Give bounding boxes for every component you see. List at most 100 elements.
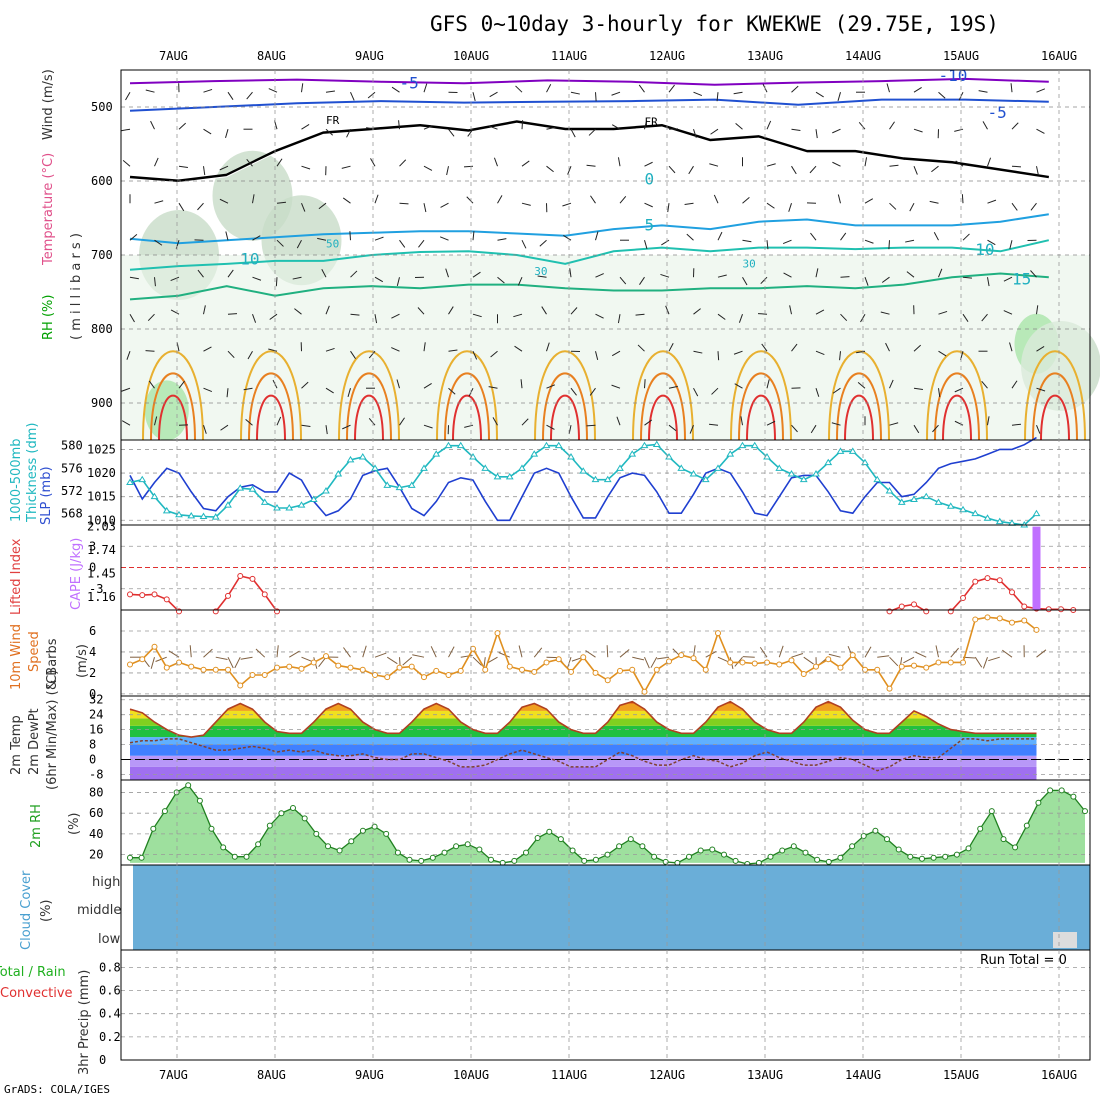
thickness-axis-label-2: Thickness (dm) (25, 423, 40, 523)
warm-contour (158, 394, 188, 441)
profile-wind-barb (276, 416, 282, 426)
rh2m-point (790, 843, 797, 850)
rh2m-point (872, 827, 879, 834)
profile-wind-barb (839, 351, 841, 361)
warm-contour (444, 372, 490, 441)
wind-barb (828, 653, 841, 658)
y-tick: 0 (89, 687, 96, 701)
wind-speed-line-point (898, 663, 905, 670)
profile-wind-barb (121, 387, 131, 392)
contour-label: 30 (534, 265, 547, 278)
profile-wind-barb (938, 350, 947, 357)
profile-wind-barb (497, 276, 505, 284)
thickness-line-point (469, 453, 477, 460)
rh2m-point (1023, 822, 1030, 829)
thickness-line-point (187, 511, 196, 519)
profile-wind-barb (668, 84, 675, 93)
profile-wind-barb (276, 158, 283, 167)
thickness-line-point (554, 441, 563, 449)
temperature-axis-label: Temperature (°C) (41, 153, 56, 266)
grads-credit: GrADS: COLA/IGES (4, 1083, 110, 1096)
y-tick: 1015 (87, 490, 116, 504)
profile-wind-barb (225, 231, 229, 241)
rh2m-point (988, 808, 995, 815)
profile-wind-barb (742, 197, 750, 204)
profile-wind-barb (521, 160, 530, 167)
profile-wind-barb (220, 424, 229, 431)
freezing-level (129, 120, 1050, 183)
temp2m-label-1: 2m Temp (9, 715, 24, 775)
rh2m-point (732, 857, 739, 864)
profile-wind-barb (347, 388, 351, 397)
profile-wind-barb (661, 239, 670, 246)
profile-wind-barb (492, 417, 498, 426)
wind10m-label-1: 10m Wind (9, 624, 24, 690)
rh2m-point (359, 827, 366, 834)
cloud-label-2: (%) (39, 900, 54, 923)
profile-wind-barb (546, 342, 550, 352)
wind-barb (742, 656, 755, 658)
wind-barb (903, 656, 915, 664)
temp-band (130, 755, 1037, 767)
profile-wind-barb (154, 239, 163, 246)
rh2m-point (1058, 787, 1065, 794)
rh2m-point (1047, 787, 1054, 794)
rh2m-point (814, 856, 821, 863)
wind-speed-line-point (445, 672, 452, 679)
axis-labels: RH (%) Temperature (°C) Wind (m/s) ( m i… (0, 69, 1067, 1075)
profile-wind-barb (423, 165, 433, 171)
top-date-label: 11AUG (551, 49, 587, 63)
profile-wind-barb (617, 314, 621, 324)
wind-speed-line-point (396, 664, 403, 671)
wind-barb (915, 651, 927, 658)
profile-wind-barb (301, 203, 306, 212)
profile-wind-barb (325, 305, 330, 315)
profile-wind-barb (366, 127, 376, 130)
thickness-line-point (995, 517, 1004, 525)
profile-wind-barb (740, 416, 743, 426)
thickness-line-point (836, 447, 845, 454)
profile-wind-barb (954, 420, 964, 426)
profile-wind-barb (791, 165, 797, 175)
profile-wind-barb (464, 424, 474, 428)
profile-wind-barb (472, 350, 478, 360)
profile-wind-barb (1036, 425, 1041, 434)
profile-wind-barb (399, 159, 407, 167)
wind-barb (1001, 649, 1013, 658)
profile-wind-barb (321, 269, 327, 278)
thickness-line-point (652, 440, 661, 448)
profile-wind-barb (170, 309, 180, 315)
rh2m-point (243, 853, 250, 860)
thickness-line-point (334, 470, 343, 477)
rh2m-point (266, 822, 273, 829)
profile-wind-barb (472, 231, 475, 241)
wind-barb (606, 645, 609, 658)
profile-wind-barb (399, 202, 409, 205)
profile-wind-barb (325, 425, 328, 435)
warm-contour (648, 394, 678, 441)
thickness-line-point (530, 450, 539, 457)
wind-barb (498, 652, 510, 658)
rh2m-point (802, 849, 809, 856)
isotherm-minus5 (129, 98, 1049, 112)
profile-wind-barb (906, 271, 915, 278)
profile-wind-barb (570, 387, 577, 396)
thickness-tick: 568 (61, 507, 83, 521)
thickness-line-point (885, 487, 894, 494)
thickness-line-point (983, 514, 992, 521)
wind-barb (877, 655, 890, 658)
thickness-line-point (138, 475, 147, 483)
profile-wind-barb (446, 166, 449, 176)
cloud-high-label: high (92, 875, 120, 890)
wind-speed-line-point (886, 685, 893, 692)
wind-speed-line-point (408, 663, 415, 670)
wind-speed-line-point (519, 666, 525, 673)
profile-wind-barb (292, 276, 302, 280)
thickness-line-point (444, 441, 453, 449)
wind-barb (650, 656, 658, 668)
profile-wind-barb (154, 277, 156, 287)
wind-speed-line-point (800, 670, 807, 677)
profile-wind-barb (178, 165, 188, 168)
profile-wind-barb (905, 239, 915, 243)
profile-wind-barb (515, 85, 523, 93)
